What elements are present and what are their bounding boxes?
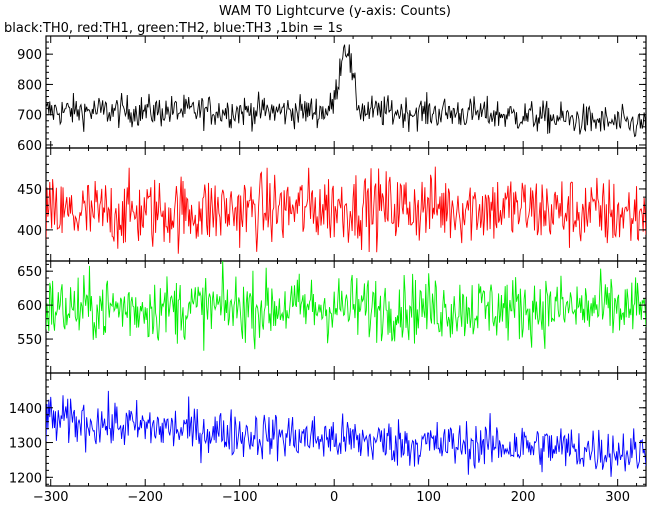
y-tick-label: 800 [17,78,42,93]
panel-frame [45,372,647,487]
y-tick-label: 1300 [9,437,42,452]
chart-title: WAM T0 Lightcurve (y-axis: Counts) [219,4,451,19]
y-tick-label: 1400 [9,402,42,417]
y-tick-label: 600 [17,139,42,154]
x-tick-label: −300 [33,490,69,505]
y-tick-label: 900 [17,48,42,63]
x-tick-label: −200 [127,490,163,505]
x-tick-label: 100 [416,490,441,505]
chart-subtitle: black:TH0, red:TH1, green:TH2, blue:TH3 … [4,21,343,36]
x-tick-label: −100 [222,490,258,505]
series-th2 [46,261,646,351]
x-axis: −300 −200 −100 0 100 200 300 [33,490,630,505]
panels-group: 600 700 800 900 400 450 550 600 650 1200 1300 1400 [9,35,647,487]
y-tick-label: 400 [17,224,42,239]
x-tick-label: 200 [511,490,536,505]
series-th3 [46,390,646,477]
x-tick-label: 0 [330,490,338,505]
y-tick-label: 650 [17,265,42,280]
series-th1 [46,166,646,254]
y-tick-label: 700 [17,109,42,124]
panel-th1: 400 450 [17,147,647,262]
y-tick-label: 550 [17,333,42,348]
y-tick-label: 600 [17,299,42,314]
y-tick-label: 450 [17,183,42,198]
panel-th2: 550 600 650 [17,260,647,374]
x-tick-label: 300 [605,490,630,505]
panel-th0: 600 700 800 900 [17,35,647,154]
series-th0 [46,44,646,138]
panel-frame [45,35,647,149]
y-tick-label: 1200 [9,471,42,486]
panel-th3: 1200 1300 1400 [9,372,647,487]
